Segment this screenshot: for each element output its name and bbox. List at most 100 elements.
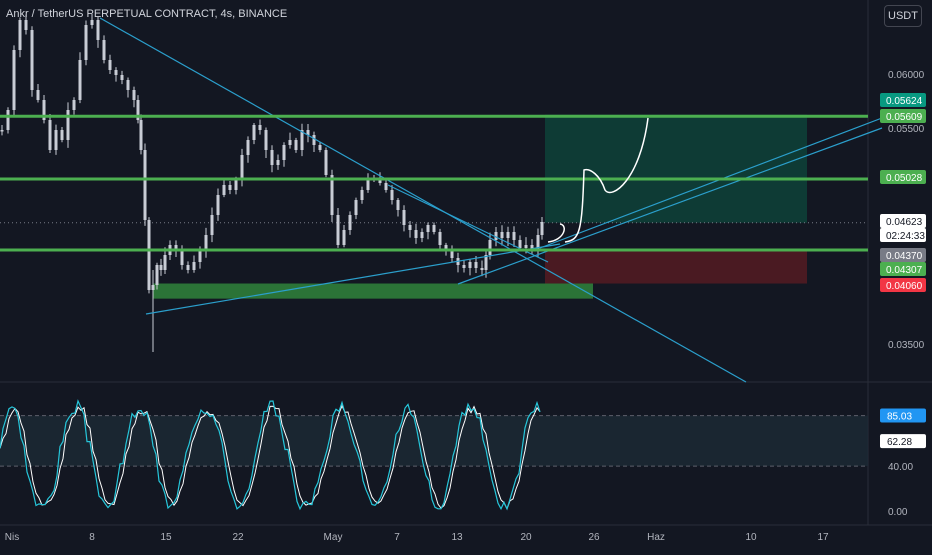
candle-body[interactable] xyxy=(234,180,238,190)
candle-body[interactable] xyxy=(444,245,448,250)
candle-body[interactable] xyxy=(114,70,118,75)
candle-body[interactable] xyxy=(530,245,534,250)
candle-body[interactable] xyxy=(390,190,394,200)
candle-body[interactable] xyxy=(264,130,268,150)
candle-body[interactable] xyxy=(432,225,436,232)
candle-body[interactable] xyxy=(42,100,46,120)
candle-body[interactable] xyxy=(120,75,124,80)
candle-body[interactable] xyxy=(366,180,370,190)
candle-body[interactable] xyxy=(159,265,163,270)
candle-body[interactable] xyxy=(222,185,226,195)
candle-body[interactable] xyxy=(24,20,28,30)
candle-body[interactable] xyxy=(30,30,34,90)
candle-body[interactable] xyxy=(378,178,382,183)
candle-body[interactable] xyxy=(426,225,430,232)
candle-body[interactable] xyxy=(312,135,316,145)
candle-body[interactable] xyxy=(348,215,352,230)
candle-body[interactable] xyxy=(324,150,328,175)
candle-body[interactable] xyxy=(276,160,280,165)
candle-body[interactable] xyxy=(300,130,304,150)
candle-body[interactable] xyxy=(408,225,412,230)
candle-body[interactable] xyxy=(524,245,528,248)
candle-body[interactable] xyxy=(246,140,250,155)
candle-body[interactable] xyxy=(126,80,130,90)
candle-body[interactable] xyxy=(54,130,58,150)
candle-body[interactable] xyxy=(72,100,76,110)
candle-body[interactable] xyxy=(90,20,94,25)
candle-body[interactable] xyxy=(143,150,147,220)
price-pane[interactable] xyxy=(0,0,932,526)
oscillator-pane[interactable] xyxy=(0,399,868,511)
candle-body[interactable] xyxy=(488,240,492,255)
candle-body[interactable] xyxy=(342,230,346,245)
currency-button[interactable]: USDT xyxy=(884,5,922,27)
candle-body[interactable] xyxy=(282,145,286,160)
candle-body[interactable] xyxy=(330,175,334,215)
candle-body[interactable] xyxy=(474,262,478,268)
candle-body[interactable] xyxy=(500,232,504,238)
candle-body[interactable] xyxy=(163,255,167,270)
candle-body[interactable] xyxy=(0,130,4,132)
candle-body[interactable] xyxy=(210,215,214,235)
candle-body[interactable] xyxy=(139,120,143,150)
candle-body[interactable] xyxy=(240,155,244,180)
candle-body[interactable] xyxy=(108,60,112,70)
candle-body[interactable] xyxy=(180,250,184,265)
oscillator-slow-line[interactable] xyxy=(0,404,541,511)
trend-line[interactable] xyxy=(145,243,561,315)
candle-body[interactable] xyxy=(318,145,322,150)
candle-body[interactable] xyxy=(480,268,484,270)
candle-body[interactable] xyxy=(306,130,310,135)
candle-body[interactable] xyxy=(252,125,256,140)
candle-body[interactable] xyxy=(155,265,159,285)
candle-body[interactable] xyxy=(136,100,140,120)
candle-body[interactable] xyxy=(216,195,220,215)
candle-body[interactable] xyxy=(450,250,454,258)
candle-body[interactable] xyxy=(147,220,151,290)
candle-body[interactable] xyxy=(6,110,10,130)
candle-body[interactable] xyxy=(48,120,52,150)
candle-body[interactable] xyxy=(396,200,400,210)
trend-line[interactable] xyxy=(457,127,883,285)
trend-line[interactable] xyxy=(99,17,747,383)
candle-body[interactable] xyxy=(60,130,64,140)
candle-body[interactable] xyxy=(132,90,136,100)
candle-body[interactable] xyxy=(204,235,208,250)
candle-body[interactable] xyxy=(468,262,472,268)
candle-body[interactable] xyxy=(438,232,442,245)
candle-body[interactable] xyxy=(336,215,340,245)
candle-body[interactable] xyxy=(384,183,388,190)
candle-body[interactable] xyxy=(402,210,406,225)
candle-body[interactable] xyxy=(354,200,358,215)
candle-body[interactable] xyxy=(294,140,298,150)
price-axis[interactable]: 0.06000 0.05500 0.03500 0.05624 0.05609 0.050… xyxy=(880,70,926,351)
time-axis[interactable]: Nis 8 15 22 May 7 13 20 26 Haz 10 17 xyxy=(5,532,829,543)
candle-body[interactable] xyxy=(420,232,424,238)
candle-body[interactable] xyxy=(228,185,232,190)
candle-body[interactable] xyxy=(512,232,516,240)
candle-body[interactable] xyxy=(258,125,262,130)
candle-body[interactable] xyxy=(536,235,540,250)
candle-body[interactable] xyxy=(12,50,16,110)
projection-path[interactable] xyxy=(547,117,649,243)
candle-body[interactable] xyxy=(494,232,498,240)
trend-line[interactable] xyxy=(539,117,883,249)
candle-body[interactable] xyxy=(462,265,466,268)
candle-body[interactable] xyxy=(506,232,510,238)
candle-body[interactable] xyxy=(288,140,292,145)
candle-body[interactable] xyxy=(360,190,364,200)
candle-body[interactable] xyxy=(18,20,22,50)
candle-body[interactable] xyxy=(36,90,40,100)
oscillator-fast-line[interactable] xyxy=(0,399,541,511)
candle-body[interactable] xyxy=(518,240,522,248)
candle-body[interactable] xyxy=(414,230,418,238)
candle-body[interactable] xyxy=(484,255,488,270)
candle-body[interactable] xyxy=(84,25,88,60)
candle-body[interactable] xyxy=(540,222,544,235)
candle-body[interactable] xyxy=(66,110,70,140)
candle-body[interactable] xyxy=(186,265,190,270)
candle-body[interactable] xyxy=(192,262,196,270)
candle-body[interactable] xyxy=(78,60,82,100)
